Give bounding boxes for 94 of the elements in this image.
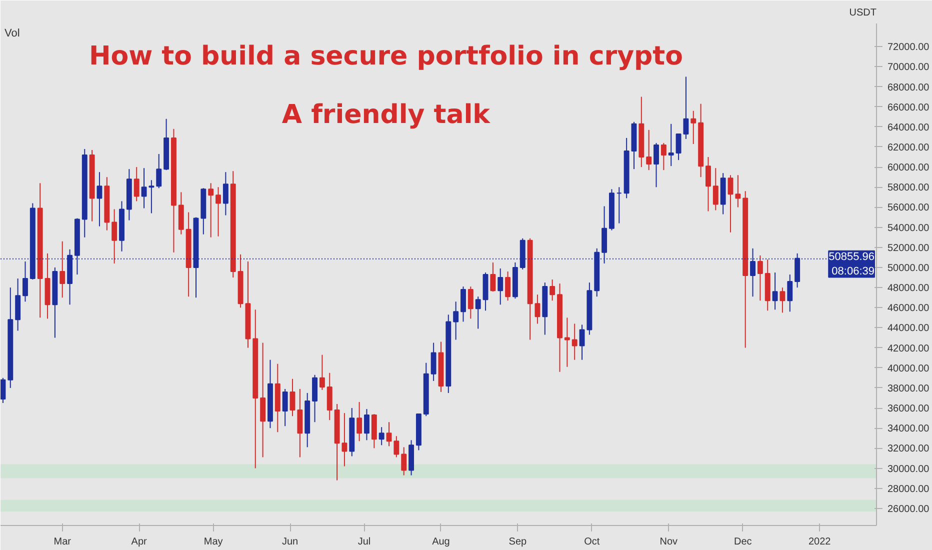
candlestick [297, 388, 303, 458]
y-tick-label: 32000.00 [888, 444, 930, 455]
candlestick [712, 168, 718, 211]
y-tick-label: 40000.00 [888, 363, 930, 374]
y-axis-title: USDT [849, 8, 877, 18]
candlestick [96, 172, 102, 227]
x-tick-label: May [204, 536, 223, 548]
candlestick [757, 254, 763, 302]
candlestick [490, 262, 496, 292]
ref-line-label: 50855.96 08:06:39 [828, 250, 875, 278]
candlestick [475, 296, 481, 330]
y-tick-label: 52000.00 [888, 242, 930, 254]
y-tick-label: 36000.00 [888, 404, 930, 415]
candlestick [342, 412, 348, 467]
y-tick-label: 64000.00 [888, 122, 930, 134]
y-tick-label: 68000.00 [888, 82, 930, 94]
candlestick [260, 342, 266, 458]
y-tick-label: 54000.00 [888, 222, 930, 234]
y-tick-label: 48000.00 [888, 283, 930, 294]
x-tick-label: Oct [584, 536, 600, 548]
candlestick [319, 354, 325, 390]
x-tick-label: Jul [358, 536, 371, 548]
candlestick [646, 129, 652, 171]
candlestick [156, 154, 162, 189]
x-tick-label: 2022 [808, 536, 832, 548]
y-tick-label: 58000.00 [888, 182, 930, 194]
y-tick-label: 72000.00 [888, 42, 930, 54]
candlestick [579, 324, 585, 360]
candlestick [654, 142, 659, 188]
candlestick [112, 208, 118, 264]
candlestick [787, 274, 793, 312]
candlestick [282, 388, 288, 427]
candlestick [430, 342, 436, 382]
y-tick-label: 42000.00 [888, 343, 930, 354]
x-tick-label: Mar [54, 536, 72, 548]
x-tick-label: Dec [734, 536, 752, 548]
candlestick [312, 374, 318, 423]
candlestick [326, 372, 332, 421]
y-tick-label: 70000.00 [888, 62, 930, 74]
candlestick [394, 436, 400, 458]
y-tick-label: 30000.00 [888, 464, 930, 475]
candlestick [222, 172, 228, 216]
candlestick [690, 110, 696, 144]
candlestick [378, 426, 384, 446]
x-tick-label: Aug [432, 536, 450, 548]
candlestick [772, 272, 778, 310]
candlestick [728, 174, 734, 233]
candlestick [735, 174, 741, 208]
candlestick [22, 260, 28, 302]
candlestick [60, 240, 66, 298]
candlestick [141, 168, 147, 209]
y-tick-label: 66000.00 [888, 102, 930, 114]
candlestick [0, 377, 6, 404]
y-tick-label: 60000.00 [888, 162, 930, 174]
text: A friendly talk [282, 100, 491, 130]
y-tick-label: 50000.00 [888, 262, 930, 274]
y-tick-label: 34000.00 [888, 424, 930, 435]
candlestick [134, 166, 140, 202]
candlestick [534, 294, 540, 324]
x-tick-label: Sep [508, 536, 528, 548]
candlestick [564, 317, 570, 368]
y-tick-label: 46000.00 [888, 303, 930, 314]
candlestick [683, 76, 689, 140]
candlestick [706, 156, 711, 212]
candlestick [468, 286, 474, 320]
candlestick [148, 180, 154, 214]
candlestick [364, 408, 370, 441]
x-tick-label: Nov [660, 536, 678, 548]
x-tick-label: Apr [131, 536, 148, 548]
candlestick [386, 422, 392, 447]
candlestick [668, 123, 674, 167]
annotation: Vol [4, 28, 20, 40]
text: How to build a secure portfolio in crypto [88, 42, 683, 72]
candlestick [505, 270, 511, 302]
candlestick [216, 186, 221, 237]
y-tick-label: 28000.00 [888, 484, 930, 495]
candlestick [453, 301, 459, 340]
candlestick [460, 286, 466, 322]
candlestick [498, 268, 504, 306]
candlestick [780, 287, 786, 314]
candlestick [356, 402, 362, 442]
y-tick-label: 38000.00 [888, 383, 930, 394]
y-tick-label: 44000.00 [888, 323, 930, 334]
x-tick-label: Jun [282, 536, 298, 548]
candlestick [290, 378, 296, 417]
candlestick [401, 446, 407, 476]
y-tick-label: 62000.00 [888, 142, 930, 154]
candlestick [572, 323, 578, 360]
y-tick-label: 26000.00 [888, 504, 930, 515]
y-tick-label: 56000.00 [888, 202, 930, 214]
candlestick [550, 279, 556, 302]
candlestick [660, 142, 666, 171]
candlestick [676, 133, 682, 161]
candlestick [208, 182, 214, 238]
